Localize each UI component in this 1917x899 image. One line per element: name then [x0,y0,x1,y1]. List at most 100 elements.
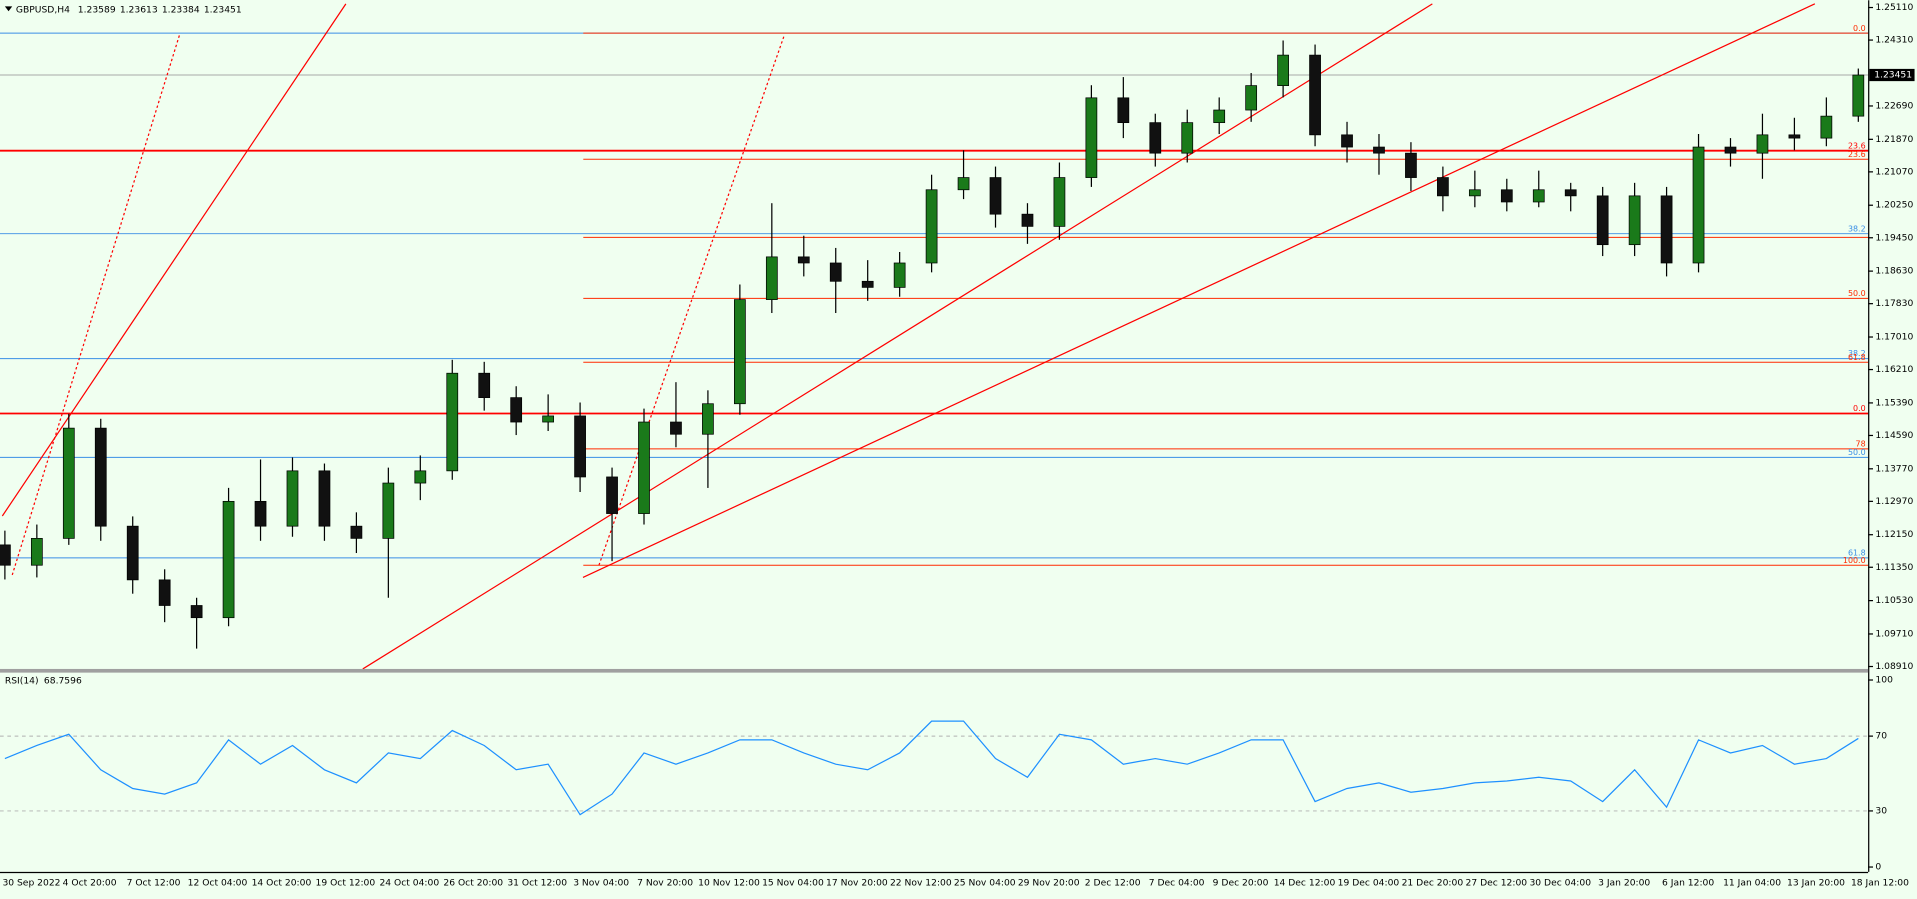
y-tick-label: 1.16210 [1875,364,1913,375]
x-tick-label: 17 Nov 20:00 [826,877,888,888]
candle-body [734,299,746,405]
candle-body [797,256,810,264]
candle-body [957,177,970,191]
current-price-label: 1.23451 [1874,70,1912,81]
rsi-header: RSI(14) 68.7596 [5,675,82,686]
trendline [1,3,347,517]
level-label: 50.0 [1848,289,1866,298]
candle-body [1820,115,1833,139]
x-tick-label: 27 Dec 12:00 [1466,877,1528,888]
current-price-tag [1869,68,1915,82]
candle-body [1788,134,1801,139]
candle-body [670,421,682,435]
x-tick-label: 7 Dec 04:00 [1149,877,1205,888]
y-tick-label: 1.10530 [1875,595,1913,606]
trendline [362,3,1433,670]
candle-body [1532,189,1545,203]
candle-body [1149,122,1162,154]
level-label: 50.0 [1848,448,1866,457]
candle-body [382,482,395,539]
y-tick-label: 1.17010 [1875,332,1913,343]
x-tick-label: 13 Jan 20:00 [1787,877,1845,888]
candle-body [1021,213,1034,227]
x-tick-label: 24 Oct 04:00 [379,877,439,888]
candle-body [989,177,1002,215]
level-label: 23.6 [1848,141,1866,150]
x-tick-label: 22 Nov 12:00 [890,877,952,888]
candle-body [286,470,299,527]
candle-body [350,525,363,539]
candle-body [1596,195,1609,246]
x-tick-label: 25 Nov 04:00 [954,877,1016,888]
candle-body [254,500,267,527]
rsi-last: 68.7596 [44,675,82,686]
y-tick-label: 1.13770 [1875,463,1913,474]
y-tick-label: 1.20250 [1875,200,1913,211]
trendline [11,34,181,576]
y-tick-label: 1.25110 [1875,2,1913,13]
level-label: 0.0 [1853,24,1866,33]
candle-body [1053,177,1066,227]
low: 1.23384 [162,4,200,15]
candle-body [1277,54,1289,86]
price-pane: 0.023.623.638.250.038.261.80.07850.061.8… [0,3,1869,670]
x-tick-label: 12 Oct 04:00 [188,877,248,888]
x-tick-label: 31 Oct 12:00 [507,877,567,888]
rsi-tick-label: 0 [1875,862,1881,873]
level-label: 61.8 [1848,353,1866,362]
x-tick-label: 30 Dec 04:00 [1529,877,1591,888]
candle-body [1341,134,1353,148]
candle-body [1628,195,1641,246]
symbol: GBPUSD,H4 [16,4,70,15]
x-tick-label: 11 Jan 04:00 [1723,877,1781,888]
candle-body [126,525,139,581]
candle-body [1500,189,1513,203]
x-tick-label: 7 Oct 12:00 [127,877,181,888]
x-tick-label: 10 Nov 12:00 [698,877,760,888]
level-label: 0.0 [1853,404,1866,413]
x-tick-label: 19 Dec 04:00 [1338,877,1400,888]
x-tick-label: 14 Dec 12:00 [1274,877,1336,888]
x-tick-label: 19 Oct 12:00 [316,877,376,888]
candle-body [1437,177,1449,197]
collapse-icon[interactable] [4,6,13,12]
candle-body [1724,146,1737,154]
high: 1.23613 [120,4,158,15]
x-tick-label: 30 Sep 2022 [2,877,60,888]
y-tick-label: 1.11350 [1875,562,1913,573]
candle-body [1692,146,1705,264]
x-tick-label: 15 Nov 04:00 [762,877,824,888]
candle-body [606,476,618,514]
candle-body [893,262,906,288]
pane-separator [0,668,1869,673]
y-tick-label: 1.18630 [1875,266,1913,277]
rsi-line [4,720,1859,816]
y-tick-label: 1.17830 [1875,298,1913,309]
x-tick-label: 18 Jan 12:00 [1851,877,1909,888]
candle-body [190,605,203,619]
candle-body [702,403,714,435]
candle-body [0,544,11,566]
y-tick-label: 1.22690 [1875,100,1913,111]
x-tick-label: 14 Oct 20:00 [252,877,312,888]
candle-body [1660,195,1673,264]
rsi-tick-label: 70 [1875,731,1887,742]
candle-body [765,256,778,300]
candle-body [1309,54,1321,136]
rsi-pane [0,720,1869,816]
candle-body [1245,85,1258,111]
candle-body [1756,134,1769,154]
x-tick-label: 4 Oct 20:00 [63,877,117,888]
y-tick-label: 1.12970 [1875,496,1913,507]
level-label: 78 [1856,439,1866,448]
candle-body [861,280,874,288]
candle-body [1373,146,1385,154]
candle-body [1085,97,1098,178]
x-tick-label: 21 Dec 20:00 [1402,877,1464,888]
trendline [598,34,786,566]
level-label: 100.0 [1843,556,1866,565]
candle-body [1213,109,1226,124]
